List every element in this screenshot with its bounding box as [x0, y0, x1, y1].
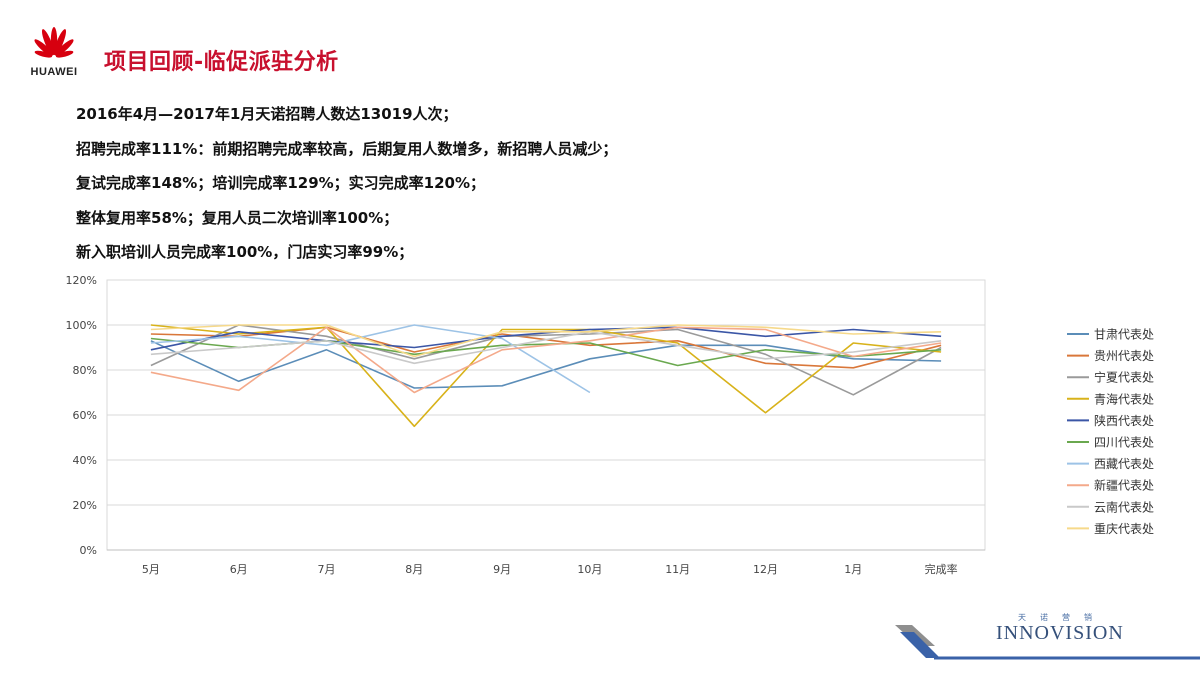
- y-tick-label: 60%: [73, 409, 97, 422]
- x-tick-label: 1月: [844, 563, 862, 576]
- x-tick-label: 10月: [577, 563, 602, 576]
- y-tick-label: 20%: [73, 499, 97, 512]
- innovision-logo: 天诺营销 INNOVISION: [996, 612, 1156, 644]
- legend-label: 西藏代表处: [1094, 457, 1154, 471]
- series-line: [150, 340, 942, 389]
- legend-label: 四川代表处: [1094, 436, 1154, 450]
- huawei-logo: HUAWEI: [22, 24, 86, 82]
- legend-label: 陕西代表处: [1094, 413, 1154, 428]
- legend-label: 宁夏代表处: [1094, 370, 1154, 385]
- legend-label: 甘肃代表处: [1094, 328, 1154, 342]
- y-tick-label: 120%: [66, 274, 97, 287]
- summary-item: 招聘完成率111%：前期招聘完成率较高，后期复用人数增多，新招聘人员减少；: [76, 139, 618, 158]
- legend-label: 新疆代表处: [1094, 478, 1154, 493]
- x-tick-label: 11月: [665, 563, 690, 576]
- page-title: 项目回顾-临促派驻分析: [104, 50, 339, 75]
- huawei-petal-icon: [34, 27, 74, 58]
- legend-label: 青海代表处: [1094, 391, 1154, 406]
- x-tick-label: 8月: [405, 563, 423, 576]
- summary-list: 2016年4月—2017年1月天诺招聘人数达13019人次； 招聘完成率111%…: [76, 100, 617, 273]
- x-tick-label: 9月: [493, 563, 511, 576]
- logo-text: HUAWEI: [30, 66, 78, 78]
- line-chart: 0% 20% 40% 60% 80% 100% 120% 5月 6月 7月 8月 9月 10月 11月 12…: [66, 274, 1154, 576]
- series-line: [150, 324, 942, 428]
- brand-name: INNOVISION: [996, 622, 1124, 644]
- y-tick-label: 0%: [80, 544, 97, 557]
- x-tick-label: 7月: [318, 563, 336, 576]
- summary-item: 新入职培训人员完成率100%，门店实习率99%；: [76, 243, 414, 261]
- summary-item: 整体复用率58%；复用人员二次培训率100%；: [76, 208, 399, 227]
- legend-label: 重庆代表处: [1094, 522, 1154, 536]
- x-tick-label: 5月: [142, 563, 160, 576]
- series-line: [150, 326, 942, 351]
- series-line: [150, 337, 942, 367]
- y-tick-label: 100%: [66, 319, 97, 332]
- x-tick-label: 完成率: [925, 562, 958, 576]
- summary-item: 复试完成率148%；培训完成率129%；实习完成率120%；: [76, 174, 486, 192]
- x-tick-label: 12月: [753, 563, 778, 576]
- series-line: [150, 331, 942, 365]
- series-line: [150, 324, 942, 358]
- brand-chinese: 天诺营销: [1018, 613, 1106, 622]
- series-line: [150, 326, 942, 394]
- footer-slash-blue: [900, 632, 940, 658]
- legend-label: 贵州代表处: [1094, 349, 1154, 363]
- y-tick-label: 40%: [73, 454, 97, 467]
- footer-decoration: [80, 615, 1200, 660]
- summary-item: 2016年4月—2017年1月天诺招聘人数达13019人次；: [76, 105, 458, 123]
- x-tick-label: 6月: [230, 563, 248, 576]
- y-tick-label: 80%: [73, 364, 97, 377]
- legend-label: 云南代表处: [1094, 499, 1154, 514]
